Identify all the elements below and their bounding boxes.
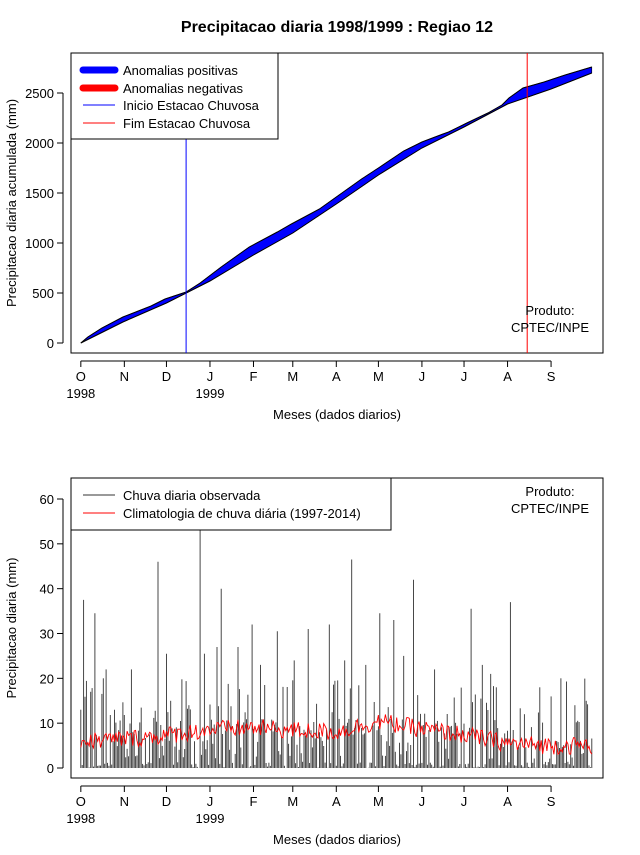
x-tick-label: M bbox=[373, 794, 384, 809]
legend: Chuva diaria observada Climatologia de c… bbox=[70, 477, 392, 531]
x-axis: O N D J F M A M J J A S 1998 1999 bbox=[66, 360, 556, 401]
y-tick-label: 50 bbox=[40, 537, 54, 552]
x-year-label: 1999 bbox=[196, 386, 225, 401]
anomaly-area bbox=[80, 66, 593, 344]
x-tick-label: S bbox=[547, 794, 556, 809]
x-tick-label: D bbox=[162, 794, 171, 809]
plot-frame bbox=[70, 52, 604, 354]
annotation-line-2: CPTEC/INPE bbox=[511, 501, 589, 516]
x-year-label: 1998 bbox=[66, 386, 95, 401]
climatology-series bbox=[80, 714, 593, 756]
daily-chart: 0 10 20 30 40 50 60 O N D J F M A M J J A S 1998 1999 Preci… bbox=[4, 477, 604, 847]
x-tick-label: M bbox=[287, 794, 298, 809]
x-tick-label: J bbox=[461, 369, 468, 384]
x-tick-label: A bbox=[332, 794, 341, 809]
y-tick-label: 1500 bbox=[25, 186, 54, 201]
x-tick-label: O bbox=[76, 369, 86, 384]
x-tick-label: F bbox=[250, 369, 258, 384]
y-tick-label: 2500 bbox=[25, 86, 54, 101]
x-tick-label: M bbox=[287, 369, 298, 384]
x-tick-label: J bbox=[207, 369, 214, 384]
chart-title: Precipitacao diaria 1998/1999 : Regiao 1… bbox=[181, 19, 493, 36]
x-tick-label: J bbox=[207, 794, 214, 809]
observed-accumulated-line bbox=[80, 66, 592, 344]
y-tick-label: 30 bbox=[40, 627, 54, 642]
y-tick-label: 20 bbox=[40, 671, 54, 686]
y-axis-label: Precipitacao diaria (mm) bbox=[4, 558, 19, 699]
x-tick-label: D bbox=[162, 369, 171, 384]
legend-label-observed: Chuva diaria observada bbox=[123, 488, 261, 503]
x-tick-label: J bbox=[461, 794, 468, 809]
legend: Anomalias positivas Anomalias negativas … bbox=[70, 52, 279, 140]
legend-label-inicio: Inicio Estacao Chuvosa bbox=[123, 98, 260, 113]
climatology-line bbox=[80, 714, 593, 756]
x-year-label: 1999 bbox=[196, 811, 225, 826]
x-tick-label: A bbox=[503, 794, 512, 809]
y-axis-label: Precipitacao diaria acumulada (mm) bbox=[4, 99, 19, 307]
y-tick-label: 2000 bbox=[25, 136, 54, 151]
x-tick-label: A bbox=[332, 369, 341, 384]
legend-label-positive: Anomalias positivas bbox=[123, 63, 238, 78]
x-year-label: 1998 bbox=[66, 811, 95, 826]
legend-label-negative: Anomalias negativas bbox=[123, 81, 243, 96]
y-axis: 0 500 1000 1500 2000 2500 bbox=[25, 86, 64, 351]
x-tick-label: S bbox=[547, 369, 556, 384]
legend-box bbox=[70, 477, 392, 531]
y-tick-label: 0 bbox=[47, 336, 54, 351]
x-tick-label: M bbox=[373, 369, 384, 384]
x-tick-label: J bbox=[419, 794, 426, 809]
x-tick-label: F bbox=[250, 794, 258, 809]
y-tick-label: 1000 bbox=[25, 236, 54, 251]
y-tick-label: 60 bbox=[40, 492, 54, 507]
x-tick-label: N bbox=[120, 369, 129, 384]
x-axis-label: Meses (dados diarios) bbox=[273, 832, 401, 847]
accumulated-chart: 0 500 1000 1500 2000 2500 O N D J F M A M J J A S 1998 199… bbox=[4, 52, 604, 422]
x-tick-label: N bbox=[120, 794, 129, 809]
legend-label-fim: Fim Estacao Chuvosa bbox=[123, 116, 251, 131]
y-axis: 0 10 20 30 40 50 60 bbox=[40, 492, 64, 776]
observed-series bbox=[80, 530, 593, 768]
y-tick-label: 500 bbox=[32, 286, 54, 301]
climatology-accumulated-line bbox=[80, 72, 592, 344]
x-tick-label: J bbox=[419, 369, 426, 384]
legend-label-climatology: Climatologia de chuva diária (1997-2014) bbox=[123, 506, 361, 521]
y-tick-label: 40 bbox=[40, 582, 54, 597]
y-tick-label: 10 bbox=[40, 716, 54, 731]
x-tick-label: A bbox=[503, 369, 512, 384]
annotation-line-2: CPTEC/INPE bbox=[511, 320, 589, 335]
x-tick-label: O bbox=[76, 794, 86, 809]
x-axis: O N D J F M A M J J A S 1998 1999 bbox=[66, 785, 556, 826]
annotation-line-1: Produto: bbox=[525, 484, 574, 499]
annotation-line-1: Produto: bbox=[525, 303, 574, 318]
y-tick-label: 0 bbox=[47, 761, 54, 776]
x-axis-label: Meses (dados diarios) bbox=[273, 407, 401, 422]
